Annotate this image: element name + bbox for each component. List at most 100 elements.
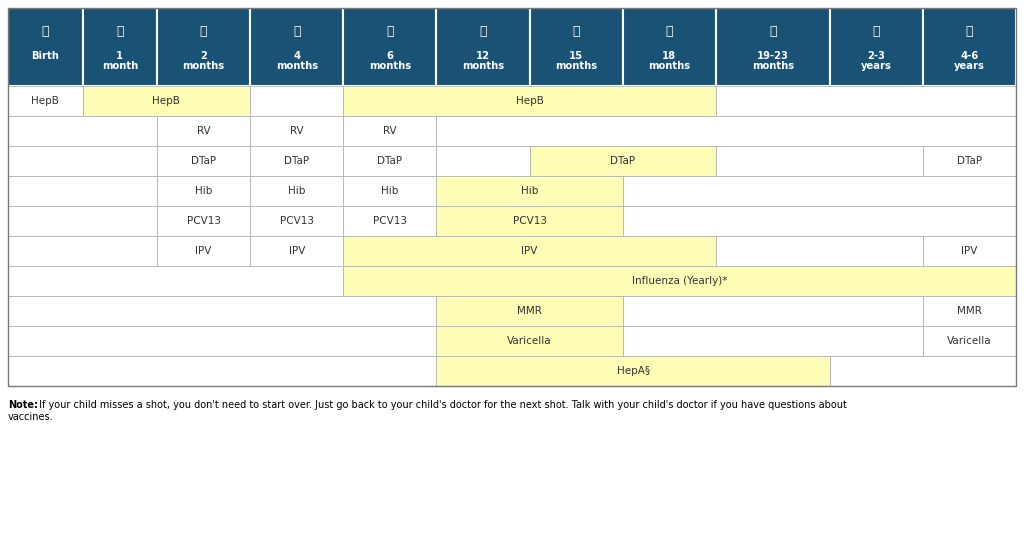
Bar bbox=[436, 8, 529, 86]
Text: RV: RV bbox=[290, 126, 303, 136]
Text: DTaP: DTaP bbox=[285, 156, 309, 166]
Bar bbox=[343, 86, 716, 116]
Text: IPV: IPV bbox=[962, 246, 978, 256]
Bar bbox=[8, 146, 157, 176]
Bar bbox=[923, 296, 1016, 326]
Text: IPV: IPV bbox=[521, 246, 538, 256]
Text: 19-23: 19-23 bbox=[757, 51, 788, 61]
Bar bbox=[436, 176, 623, 206]
Bar bbox=[250, 146, 343, 176]
Bar bbox=[157, 116, 250, 146]
Bar bbox=[436, 146, 529, 176]
Text: HepB: HepB bbox=[516, 96, 544, 106]
Bar bbox=[923, 146, 1016, 176]
Bar bbox=[716, 146, 923, 176]
Text: Influenza (Yearly)*: Influenza (Yearly)* bbox=[632, 276, 727, 286]
Text: years: years bbox=[954, 61, 985, 72]
Text: 1: 1 bbox=[116, 51, 123, 61]
Text: HepA§: HepA§ bbox=[616, 366, 649, 376]
Text: 4-6: 4-6 bbox=[961, 51, 979, 61]
Text: months: months bbox=[648, 61, 690, 72]
Bar bbox=[436, 116, 1016, 146]
Bar bbox=[8, 8, 83, 86]
Text: months: months bbox=[182, 61, 224, 72]
Text: 12: 12 bbox=[476, 51, 490, 61]
Text: HepB: HepB bbox=[153, 96, 180, 106]
Text: MMR: MMR bbox=[517, 306, 542, 316]
Bar bbox=[623, 8, 716, 86]
Text: DTaP: DTaP bbox=[610, 156, 635, 166]
Text: 15: 15 bbox=[569, 51, 584, 61]
Bar bbox=[436, 356, 829, 386]
Bar bbox=[436, 296, 623, 326]
Text: vaccines.: vaccines. bbox=[8, 412, 53, 422]
Bar bbox=[8, 236, 157, 266]
Text: 4: 4 bbox=[293, 51, 300, 61]
Bar bbox=[83, 86, 250, 116]
Bar bbox=[923, 326, 1016, 356]
Bar bbox=[250, 206, 343, 236]
Text: PCV13: PCV13 bbox=[280, 216, 313, 226]
Bar bbox=[829, 8, 923, 86]
Bar bbox=[343, 236, 716, 266]
Bar bbox=[8, 296, 436, 326]
Bar bbox=[157, 236, 250, 266]
Text: 6: 6 bbox=[386, 51, 393, 61]
Bar bbox=[83, 8, 157, 86]
Text: Hib: Hib bbox=[288, 186, 305, 196]
Bar bbox=[250, 8, 343, 86]
Bar bbox=[343, 116, 436, 146]
Bar bbox=[250, 86, 343, 116]
Bar bbox=[436, 326, 623, 356]
Text: DTaP: DTaP bbox=[956, 156, 982, 166]
Text: Note:: Note: bbox=[8, 400, 38, 410]
Text: 🎂: 🎂 bbox=[666, 25, 673, 38]
Bar bbox=[157, 176, 250, 206]
Bar bbox=[8, 176, 157, 206]
Text: 🚲: 🚲 bbox=[872, 25, 880, 38]
Bar bbox=[716, 236, 923, 266]
Bar bbox=[8, 266, 343, 296]
Bar bbox=[8, 206, 157, 236]
Bar bbox=[716, 86, 1016, 116]
Text: 👜: 👜 bbox=[386, 25, 393, 38]
Text: ⛟: ⛟ bbox=[42, 25, 49, 38]
Text: 🎒: 🎒 bbox=[966, 25, 973, 38]
Bar bbox=[923, 236, 1016, 266]
Text: months: months bbox=[752, 61, 794, 72]
Bar bbox=[8, 116, 157, 146]
Text: DTaP: DTaP bbox=[191, 156, 216, 166]
Bar bbox=[8, 326, 436, 356]
Bar bbox=[157, 146, 250, 176]
Bar bbox=[250, 176, 343, 206]
Text: Hib: Hib bbox=[521, 186, 539, 196]
Bar bbox=[923, 8, 1016, 86]
Text: IPV: IPV bbox=[196, 246, 212, 256]
Text: 18: 18 bbox=[663, 51, 677, 61]
Text: 2: 2 bbox=[200, 51, 207, 61]
Bar bbox=[529, 146, 716, 176]
Bar bbox=[436, 206, 623, 236]
Text: 🍼: 🍼 bbox=[116, 25, 124, 38]
Bar bbox=[716, 8, 829, 86]
Bar bbox=[623, 296, 923, 326]
Bar bbox=[343, 146, 436, 176]
Text: IPV: IPV bbox=[289, 246, 305, 256]
Text: PCV13: PCV13 bbox=[513, 216, 547, 226]
Text: PCV13: PCV13 bbox=[373, 216, 407, 226]
Bar bbox=[157, 206, 250, 236]
Bar bbox=[623, 326, 923, 356]
Text: 🔵: 🔵 bbox=[572, 25, 580, 38]
Bar bbox=[343, 8, 436, 86]
Bar bbox=[623, 206, 1016, 236]
Bar bbox=[157, 8, 250, 86]
Text: Varicella: Varicella bbox=[507, 336, 552, 346]
Bar bbox=[343, 176, 436, 206]
Bar bbox=[8, 8, 1016, 386]
Bar bbox=[343, 266, 1016, 296]
Text: PCV13: PCV13 bbox=[186, 216, 220, 226]
Text: Varicella: Varicella bbox=[947, 336, 991, 346]
Text: MMR: MMR bbox=[957, 306, 982, 316]
Text: months: months bbox=[369, 61, 411, 72]
Bar bbox=[623, 176, 1016, 206]
